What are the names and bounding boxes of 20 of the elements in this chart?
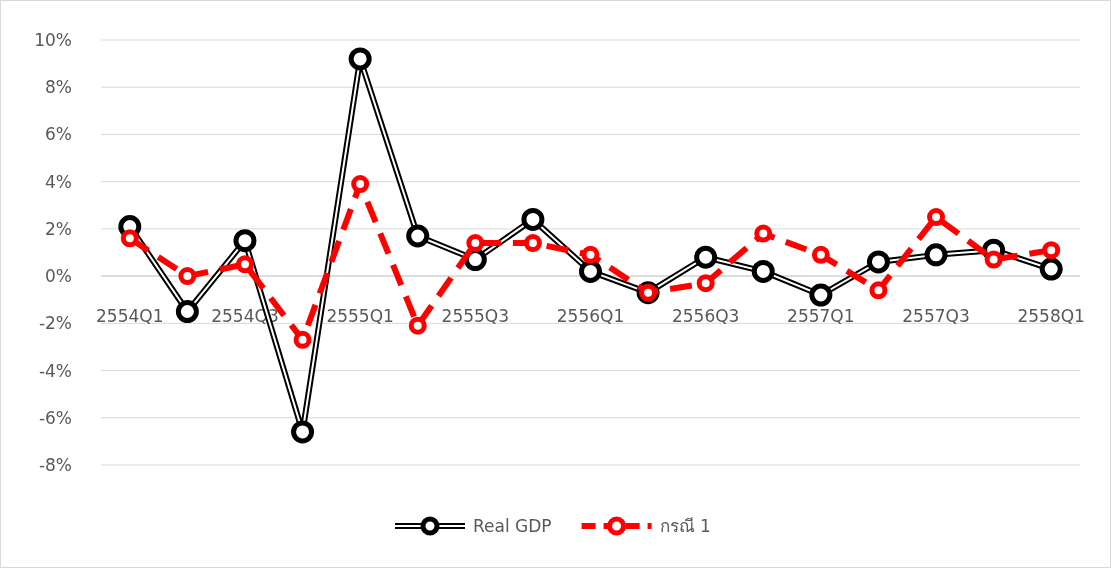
x-tick-label: 2556Q3: [671, 306, 740, 327]
x-tick-label: 2555Q3: [441, 306, 510, 327]
y-tick-label: -6%: [38, 407, 72, 428]
x-tick-label: 2558Q1: [1017, 306, 1085, 327]
y-tick-label: -8%: [38, 455, 72, 475]
y-tick-label: 6%: [45, 124, 72, 145]
legend-label: กรณี 1: [659, 516, 711, 536]
y-tick-label: 2%: [45, 218, 72, 239]
x-tick-label: 2555Q1: [326, 306, 394, 327]
y-tick-label: 10%: [34, 30, 72, 50]
x-tick-label: 2556Q1: [556, 306, 625, 327]
legend-label: Real GDP: [473, 516, 552, 536]
x-tick-label: 2557Q3: [902, 306, 970, 327]
y-tick-label: -4%: [38, 360, 72, 381]
y-tick-label: 4%: [45, 171, 72, 192]
y-tick-label: -2%: [38, 313, 72, 334]
x-tick-label: 2557Q1: [787, 306, 855, 327]
x-tick-label: 2554Q1: [96, 306, 164, 327]
y-tick-label: 8%: [45, 77, 72, 98]
y-tick-label: 0%: [45, 266, 72, 287]
